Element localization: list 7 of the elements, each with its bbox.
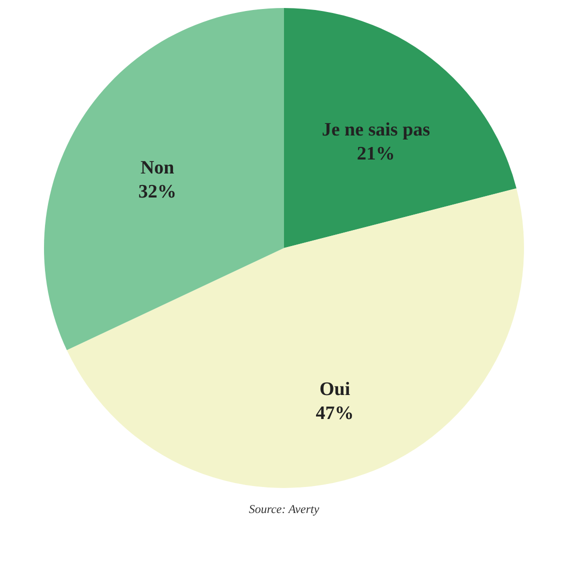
data-label: 21% bbox=[356, 143, 395, 164]
slice-label: Je ne sais pas bbox=[322, 119, 430, 140]
slice-label: Oui bbox=[320, 379, 350, 400]
data-label: 47% bbox=[316, 403, 354, 424]
source-note: Source: Averty bbox=[248, 502, 320, 516]
slice-label: Non bbox=[140, 158, 175, 179]
data-label: 32% bbox=[138, 182, 176, 203]
